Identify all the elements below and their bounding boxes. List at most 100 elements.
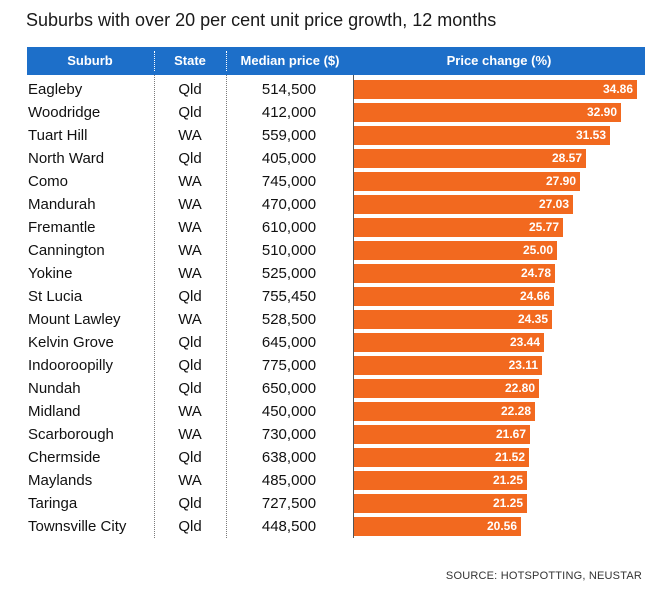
price-change-label: 21.67 bbox=[495, 427, 526, 441]
table-row: Nundah Qld 650,000 22.80 bbox=[27, 377, 645, 400]
suburb-name: Mandurah bbox=[28, 196, 96, 213]
price-change-bar: 27.90 bbox=[354, 172, 580, 191]
state-code: Qld bbox=[178, 449, 202, 466]
suburb-name: Cannington bbox=[28, 242, 105, 259]
state-code: WA bbox=[178, 219, 202, 236]
price-change-label: 31.53 bbox=[575, 128, 606, 142]
table-row: Maylands WA 485,000 21.25 bbox=[27, 469, 645, 492]
header-separator bbox=[226, 51, 227, 71]
column-divider bbox=[154, 75, 155, 538]
table-row: Indooroopilly Qld 775,000 23.11 bbox=[27, 354, 645, 377]
suburb-name: Fremantle bbox=[28, 219, 96, 236]
median-price: 755,450 bbox=[261, 288, 317, 305]
state-code: WA bbox=[178, 426, 202, 443]
suburb-name: Tuart Hill bbox=[28, 127, 88, 144]
suburb-name: Scarborough bbox=[28, 426, 114, 443]
table-row: Yokine WA 525,000 24.78 bbox=[27, 262, 645, 285]
median-price: 485,000 bbox=[261, 472, 317, 489]
state-code: Qld bbox=[178, 81, 202, 98]
price-change-bar: 27.03 bbox=[354, 195, 573, 214]
state-code: Qld bbox=[178, 380, 202, 397]
table-row: St Lucia Qld 755,450 24.66 bbox=[27, 285, 645, 308]
price-change-label: 24.35 bbox=[517, 312, 548, 326]
suburb-name: Yokine bbox=[28, 265, 73, 282]
price-change-label: 21.25 bbox=[492, 473, 523, 487]
suburb-name: Como bbox=[28, 173, 69, 190]
state-code: Qld bbox=[178, 150, 202, 167]
median-price: 412,000 bbox=[261, 104, 317, 121]
state-code: WA bbox=[178, 265, 202, 282]
table-row: Midland WA 450,000 22.28 bbox=[27, 400, 645, 423]
state-code: WA bbox=[178, 403, 202, 420]
state-code: WA bbox=[178, 242, 202, 259]
median-price: 727,500 bbox=[261, 495, 317, 512]
price-change-bar: 32.90 bbox=[354, 103, 621, 122]
price-change-label: 25.77 bbox=[528, 220, 559, 234]
suburb-name: Eagleby bbox=[28, 81, 83, 98]
column-divider bbox=[226, 75, 227, 538]
suburb-name: Maylands bbox=[28, 472, 93, 489]
price-change-label: 22.28 bbox=[500, 404, 531, 418]
price-change-bar: 21.25 bbox=[354, 494, 527, 513]
chart-title: Suburbs with over 20 per cent unit price… bbox=[26, 10, 497, 30]
header-state: State bbox=[174, 53, 206, 68]
suburb-name: St Lucia bbox=[28, 288, 83, 305]
median-price: 510,000 bbox=[261, 242, 317, 259]
price-change-label: 21.25 bbox=[492, 496, 523, 510]
price-change-bar: 21.25 bbox=[354, 471, 527, 490]
state-code: Qld bbox=[178, 334, 202, 351]
table-row: Mandurah WA 470,000 27.03 bbox=[27, 193, 645, 216]
price-change-label: 32.90 bbox=[586, 105, 617, 119]
median-price: 525,000 bbox=[261, 265, 317, 282]
price-change-label: 23.11 bbox=[508, 358, 538, 372]
price-change-bar: 25.77 bbox=[354, 218, 563, 237]
price-change-label: 24.78 bbox=[520, 266, 551, 280]
table-row: Taringa Qld 727,500 21.25 bbox=[27, 492, 645, 515]
price-change-label: 25.00 bbox=[522, 243, 553, 257]
table-row: Tuart Hill WA 559,000 31.53 bbox=[27, 124, 645, 147]
suburb-name: Chermside bbox=[28, 449, 101, 466]
price-change-bar: 24.78 bbox=[354, 264, 555, 283]
suburb-name: Midland bbox=[28, 403, 81, 420]
header-separator bbox=[154, 51, 155, 71]
table-row: Woodridge Qld 412,000 32.90 bbox=[27, 101, 645, 124]
suburb-name: Mount Lawley bbox=[28, 311, 121, 328]
median-price: 730,000 bbox=[261, 426, 317, 443]
median-price: 450,000 bbox=[261, 403, 317, 420]
suburb-name: Indooroopilly bbox=[28, 357, 114, 374]
state-code: WA bbox=[178, 173, 202, 190]
price-change-label: 27.90 bbox=[545, 174, 576, 188]
suburb-name: Nundah bbox=[28, 380, 81, 397]
price-change-bar: 25.00 bbox=[354, 241, 557, 260]
header-suburb: Suburb bbox=[67, 53, 113, 68]
price-change-bar: 22.80 bbox=[354, 379, 539, 398]
price-change-label: 23.44 bbox=[509, 335, 540, 349]
table-row: Mount Lawley WA 528,500 24.35 bbox=[27, 308, 645, 331]
median-price: 559,000 bbox=[261, 127, 317, 144]
table-row: Cannington WA 510,000 25.00 bbox=[27, 239, 645, 262]
median-price: 745,000 bbox=[261, 173, 317, 190]
state-code: Qld bbox=[178, 357, 202, 374]
suburb-name: Townsville City bbox=[28, 518, 127, 535]
price-change-bar: 34.86 bbox=[354, 80, 637, 99]
bar-axis-line bbox=[353, 75, 354, 538]
price-change-label: 27.03 bbox=[538, 197, 569, 211]
median-price: 638,000 bbox=[261, 449, 317, 466]
median-price: 650,000 bbox=[261, 380, 317, 397]
price-change-label: 21.52 bbox=[494, 450, 525, 464]
price-change-bar: 21.52 bbox=[354, 448, 529, 467]
state-code: WA bbox=[178, 127, 202, 144]
median-price: 645,000 bbox=[261, 334, 317, 351]
table-row: Scarborough WA 730,000 21.67 bbox=[27, 423, 645, 446]
state-code: Qld bbox=[178, 104, 202, 121]
suburb-name: Kelvin Grove bbox=[28, 334, 114, 351]
header-median-price: Median price ($) bbox=[240, 53, 340, 68]
state-code: Qld bbox=[178, 288, 202, 305]
median-price: 775,000 bbox=[261, 357, 317, 374]
median-price: 470,000 bbox=[261, 196, 317, 213]
price-change-label: 20.56 bbox=[486, 519, 517, 533]
state-code: WA bbox=[178, 196, 202, 213]
price-change-label: 24.66 bbox=[519, 289, 550, 303]
median-price: 528,500 bbox=[261, 311, 317, 328]
median-price: 405,000 bbox=[261, 150, 317, 167]
